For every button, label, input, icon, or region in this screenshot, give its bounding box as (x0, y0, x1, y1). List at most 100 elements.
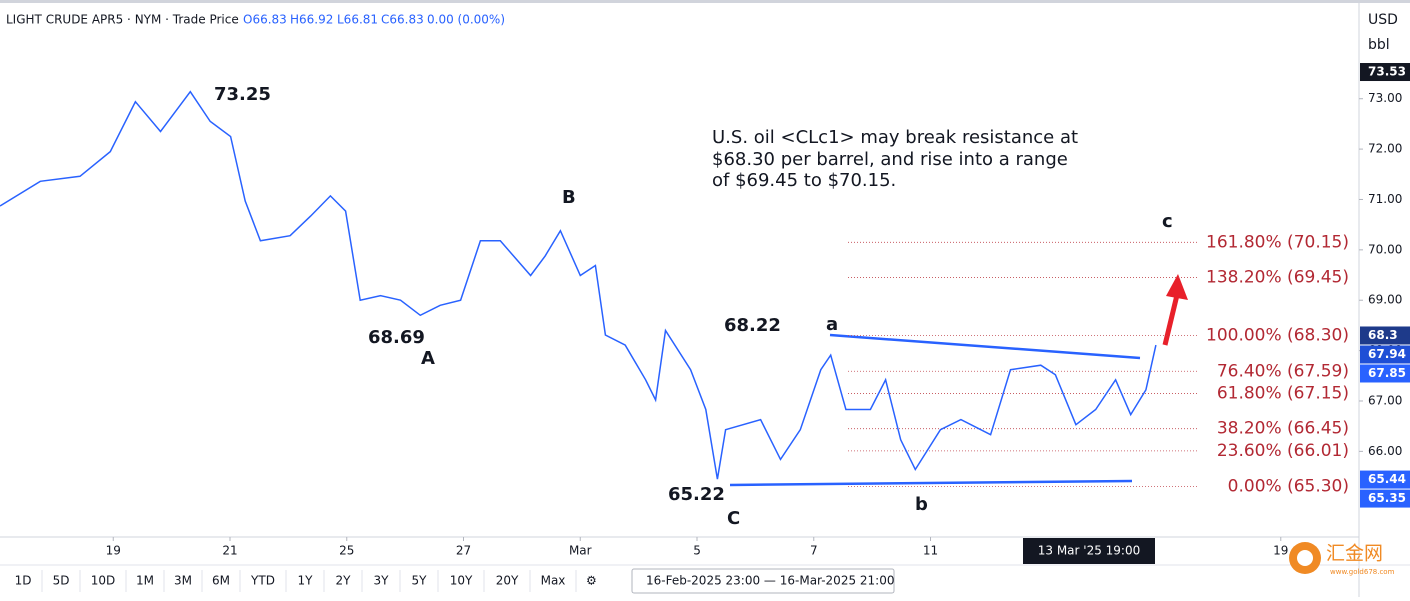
wave-label: c (1162, 211, 1173, 232)
fib-label: 61.80% (67.15) (1217, 383, 1349, 403)
price-tag-label: 73.53 (1368, 65, 1406, 79)
range-label[interactable]: 3M (174, 574, 192, 588)
wave-label: 68.69 (368, 327, 425, 348)
range-label[interactable]: 6M (212, 574, 230, 588)
range-button[interactable]: 1Y (298, 570, 325, 592)
arrow (1162, 274, 1188, 346)
crosshair-label: 13 Mar '25 19:00 (1038, 544, 1141, 558)
top-border (0, 0, 1410, 3)
range-label[interactable]: 1M (136, 574, 154, 588)
unit[interactable]: bbl (1368, 37, 1390, 53)
annotation-line: U.S. oil <CLc1> may break resistance at (712, 127, 1078, 148)
wave-label: 73.25 (214, 84, 271, 105)
range-button[interactable]: 1D (15, 570, 43, 592)
range-button[interactable]: 10D (91, 570, 127, 592)
range-label[interactable]: Max (541, 574, 566, 588)
x-tick-label: 7 (810, 544, 818, 558)
range-label[interactable]: 1Y (298, 574, 314, 588)
range-label[interactable]: 5D (53, 574, 70, 588)
y-tick-label: 70.00 (1368, 242, 1402, 256)
currency[interactable]: USD (1368, 12, 1398, 28)
price-tag (1360, 489, 1410, 508)
fib-label: 76.40% (67.59) (1217, 361, 1349, 381)
wave-label: 68.22 (724, 315, 781, 336)
price-tag-label: 67.94 (1368, 347, 1406, 361)
range-button[interactable]: 3Y (374, 570, 401, 592)
range-label[interactable]: 10Y (450, 574, 473, 588)
y-tick-label: 71.00 (1368, 192, 1402, 206)
date-range[interactable]: 16-Feb-2025 23:00 — 16-Mar-2025 21:00 (646, 574, 894, 588)
low: L66.81 (337, 13, 378, 27)
wave-label: a (826, 314, 838, 335)
fib-label: 23.60% (66.01) (1217, 441, 1349, 461)
x-tick-label: Mar (569, 544, 592, 558)
change: 0.00 (0.00%) (427, 13, 505, 27)
range-label[interactable]: 20Y (496, 574, 519, 588)
price-tag-label: 65.44 (1368, 472, 1406, 486)
fib-label: 38.20% (66.45) (1217, 419, 1349, 439)
close: C66.83 (381, 13, 424, 27)
y-tick-label: 73.00 (1368, 91, 1402, 105)
price-tag (1360, 345, 1410, 364)
range-button[interactable]: Max (541, 570, 577, 592)
wave-label: b (915, 494, 928, 515)
price-tag (1360, 364, 1410, 383)
wave-label: C (727, 508, 740, 529)
x-tick-label: 19 (106, 544, 121, 558)
crosshair-tag (1023, 538, 1155, 564)
fib-label: 100.00% (68.30) (1206, 325, 1349, 345)
range-button[interactable]: 2Y (336, 570, 363, 592)
wave-label: 65.22 (668, 484, 725, 505)
x-tick-label: 21 (222, 544, 237, 558)
range-label[interactable]: YTD (250, 574, 275, 588)
x-tick-label: 19 (1273, 544, 1288, 558)
fib-label: 0.00% (65.30) (1228, 477, 1349, 497)
range-button[interactable]: 10Y (450, 570, 485, 592)
x-tick-label: 5 (693, 544, 701, 558)
x-tick-label: 11 (923, 544, 938, 558)
range-button[interactable]: 20Y (496, 570, 531, 592)
price-tag (1360, 470, 1410, 489)
watermark-url: www.gold678.com (1330, 568, 1395, 576)
range-label[interactable]: 2Y (336, 574, 352, 588)
x-tick-label: 25 (339, 544, 354, 558)
price-tag (1360, 63, 1410, 82)
settings-icon[interactable]: ⚙ (586, 574, 597, 588)
y-tick-label: 67.00 (1368, 393, 1402, 407)
range-label[interactable]: 1D (15, 574, 32, 588)
y-tick-label: 72.00 (1368, 142, 1402, 156)
x-tick-label: 27 (456, 544, 471, 558)
date-range-box[interactable] (631, 568, 895, 594)
range-label[interactable]: 5Y (412, 574, 428, 588)
open: O66.83 (243, 13, 287, 27)
high: H66.92 (290, 13, 333, 27)
price-tag-label: 67.85 (1368, 366, 1406, 380)
range-button[interactable]: 5Y (412, 570, 439, 592)
range-label[interactable]: 3Y (374, 574, 390, 588)
y-tick-label: 69.00 (1368, 293, 1402, 307)
range-button[interactable]: 5D (53, 570, 81, 592)
wave-label: A (421, 348, 435, 369)
annotation-line: $68.30 per barrel, and rise into a range (712, 149, 1068, 170)
trend-line (729, 479, 1133, 487)
fib-label: 138.20% (69.45) (1206, 268, 1349, 288)
fib-label: 161.80% (70.15) (1206, 232, 1349, 252)
price-tag-label: 68.3 (1368, 328, 1398, 342)
trend-line (829, 333, 1141, 360)
wave-label: B (562, 187, 576, 208)
range-button[interactable]: 3M (174, 570, 203, 592)
range-label[interactable]: 10D (91, 574, 116, 588)
watermark-name: 汇金网 (1326, 543, 1383, 565)
price-tag (1360, 326, 1410, 345)
price-line (0, 90, 1157, 480)
watermark: 汇金网 www.gold678.com (1289, 542, 1395, 576)
symbol: LIGHT CRUDE APR5 · NYM · Trade Price (6, 13, 239, 27)
price-tag-label: 65.35 (1368, 491, 1406, 505)
range-button[interactable]: YTD (250, 570, 287, 592)
range-button[interactable]: 1M (136, 570, 165, 592)
range-button[interactable]: 6M (212, 570, 241, 592)
annotation-line: of $69.45 to $70.15. (712, 170, 896, 191)
y-tick-label: 66.00 (1368, 444, 1402, 458)
